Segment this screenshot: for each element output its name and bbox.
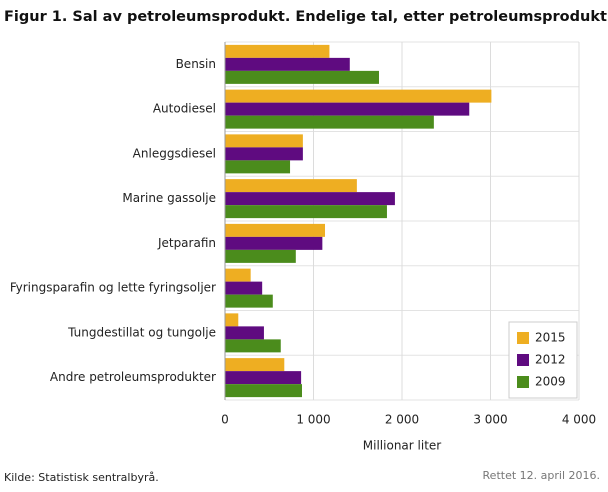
- bar: [225, 102, 470, 116]
- legend-swatch: [517, 354, 529, 366]
- y-tick-label: Bensin: [176, 57, 216, 71]
- legend-swatch: [517, 332, 529, 344]
- bar: [225, 313, 239, 327]
- bar: [225, 115, 434, 129]
- x-tick-label: 4 000: [562, 413, 596, 427]
- legend-label: 2012: [535, 353, 566, 367]
- x-axis-label: Millionar liter: [363, 439, 441, 453]
- legend-swatch: [517, 376, 529, 388]
- y-tick-label: Autodiesel: [153, 102, 216, 116]
- source: Kilde: Statistisk sentralbyrå.: [4, 471, 159, 484]
- bar: [225, 384, 302, 398]
- bar: [225, 89, 492, 103]
- x-tick-label: 1 000: [296, 413, 330, 427]
- y-tick-label: Jetparafin: [157, 236, 216, 250]
- bar: [225, 268, 251, 282]
- y-tick-label: Anleggsdiesel: [133, 146, 216, 160]
- note: Rettet 12. april 2016.: [483, 469, 600, 482]
- bar: [225, 249, 296, 263]
- bar: [225, 57, 350, 71]
- bar: [225, 371, 302, 385]
- bar: [225, 192, 395, 206]
- bar: [225, 147, 303, 161]
- bar: [225, 358, 285, 372]
- y-tick-label: Marine gassolje: [122, 191, 216, 205]
- bar: [225, 44, 330, 58]
- bar: [225, 205, 387, 219]
- y-tick-label: Andre petroleumsprodukter: [50, 370, 216, 384]
- x-tick-label: 3 000: [473, 413, 507, 427]
- bar: [225, 179, 357, 193]
- bar: [225, 160, 291, 174]
- bar: [225, 339, 281, 353]
- legend-label: 2009: [535, 375, 566, 389]
- bar: [225, 70, 379, 84]
- y-tick-label: Tungdestillat og tungolje: [67, 325, 216, 339]
- bar: [225, 281, 263, 295]
- bar: [225, 294, 273, 308]
- x-tick-label: 2 000: [385, 413, 419, 427]
- bar: [225, 236, 323, 250]
- bar: [225, 326, 264, 340]
- chart-title: Figur 1. Sal av petroleumsprodukt. Endel…: [4, 9, 607, 25]
- x-tick-label: 0: [221, 413, 229, 427]
- bar: [225, 223, 326, 237]
- bar: [225, 134, 303, 148]
- legend-label: 2015: [535, 331, 566, 345]
- y-tick-label: Fyringsparafin og lette fyringsoljer: [10, 281, 216, 295]
